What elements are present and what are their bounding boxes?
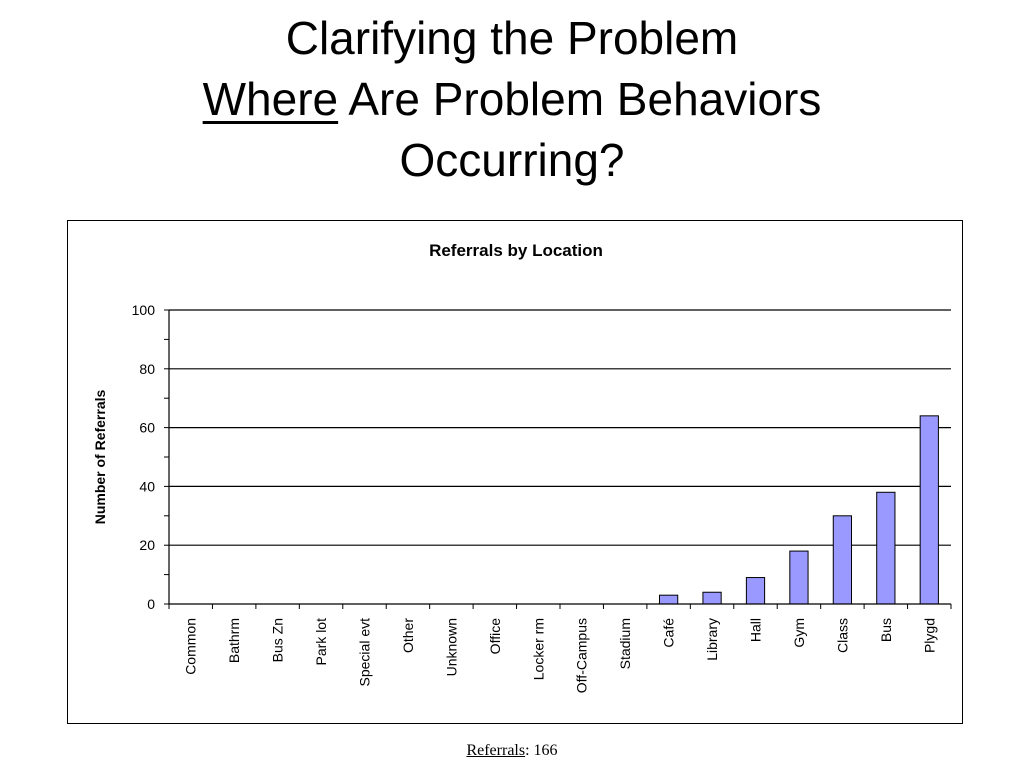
x-tick-label: Gym <box>791 618 807 648</box>
y-tick-label: 80 <box>139 361 155 377</box>
y-tick-label: 0 <box>147 596 155 612</box>
referrals-total: Referrals: 166 <box>0 742 1024 760</box>
x-tick-label: Park lot <box>313 618 329 666</box>
axes <box>164 309 952 609</box>
y-axis-label: Number of Referrals <box>92 389 108 524</box>
bar-gym <box>789 550 809 605</box>
x-tick-label: Café <box>661 618 677 648</box>
chart-frame: Referrals by Location Number of Referral… <box>67 220 963 724</box>
title-line-1: Clarifying the Problem <box>285 12 739 64</box>
x-tick-label: Bathrm <box>226 618 242 663</box>
referrals-total-value: : 166 <box>525 742 558 759</box>
slide-title: Clarifying the Problem Where Are Problem… <box>0 8 1024 191</box>
bar-plygd <box>919 415 939 605</box>
x-tick-label: Unknown <box>443 618 459 676</box>
x-tick-label: Special evt <box>357 618 373 687</box>
bar-hall <box>745 577 766 605</box>
title-line-2-rest: Are Problem Behaviors <box>338 73 822 125</box>
gridlines <box>169 309 951 546</box>
y-tick-label: 20 <box>139 537 155 553</box>
title-line-3: Occurring? <box>399 134 625 186</box>
y-tick-label: 60 <box>139 420 155 436</box>
x-tick-label: Office <box>487 618 503 655</box>
bar-bus <box>876 491 896 605</box>
chart-title: Referrals by Location <box>429 241 603 260</box>
y-tick-label: 40 <box>139 478 155 494</box>
title-line-2: Where Are Problem Behaviors <box>0 69 1024 130</box>
referrals-chart: Referrals by Location Number of Referral… <box>92 241 952 694</box>
bar-library <box>702 591 722 605</box>
bars <box>658 415 939 605</box>
x-tick-label: Other <box>400 618 416 653</box>
title-emphasis-where: Where <box>202 73 339 125</box>
x-tick-label: Plygd <box>921 618 937 653</box>
x-tick-label: Hall <box>748 618 764 642</box>
y-tick-label: 100 <box>132 302 156 318</box>
x-tick-label: Stadium <box>617 618 633 669</box>
bar-class <box>832 515 853 605</box>
x-tick-label: Common <box>183 618 199 675</box>
x-tick-label: Bus Zn <box>270 618 286 662</box>
x-tick-label: Class <box>834 618 850 653</box>
referrals-total-label: Referrals <box>466 742 526 759</box>
x-tick-label: Locker rm <box>530 618 546 680</box>
bar-caf- <box>658 594 679 605</box>
x-tick-labels: Common Bathrm Bus Zn Park lot Special evt Oth… <box>183 618 938 694</box>
y-tick-labels: 0 20 40 60 80 100 <box>132 302 156 612</box>
x-tick-label: Library <box>704 618 720 661</box>
x-tick-label: Bus <box>878 618 894 642</box>
x-tick-label: Off-Campus <box>574 618 590 693</box>
